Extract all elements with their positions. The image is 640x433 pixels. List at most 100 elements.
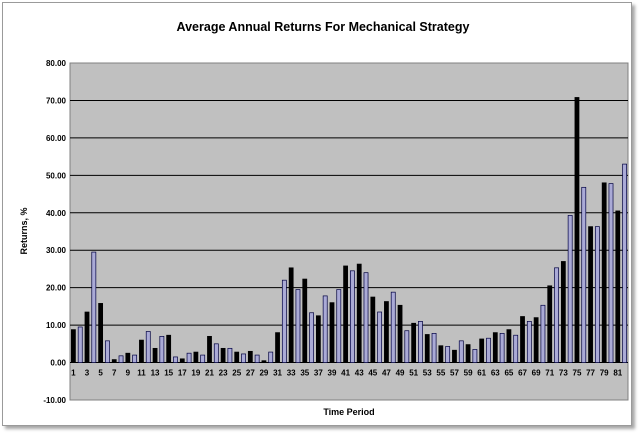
bar-period-43: [356, 263, 362, 363]
x-tick-label: 15: [164, 369, 173, 378]
y-tick-label: 30.00: [46, 246, 67, 255]
x-tick-label: 19: [191, 369, 200, 378]
x-tick-label: 41: [341, 369, 350, 378]
bar-period-1: [71, 329, 76, 363]
y-tick-label: 20.00: [46, 284, 67, 293]
x-tick-label: 79: [600, 369, 609, 378]
chart-title: Average Annual Returns For Mechanical St…: [177, 20, 470, 34]
y-tick-label: 80.00: [46, 59, 67, 68]
bar-period-33: [288, 267, 294, 363]
bar-period-51: [411, 322, 417, 363]
x-tick-label: 59: [464, 369, 473, 378]
x-tick-label: 47: [382, 369, 391, 378]
bar-period-46: [377, 311, 383, 363]
y-axis-title: Returns, %: [19, 207, 29, 254]
bar-period-74: [567, 215, 573, 363]
bar-period-49: [397, 304, 403, 363]
x-tick-label: 45: [368, 369, 377, 378]
chart: Average Annual Returns For Mechanical St…: [19, 20, 629, 417]
x-tick-label: 21: [205, 369, 214, 378]
x-tick-label: 73: [559, 369, 568, 378]
bar-period-45: [370, 296, 376, 363]
bar-period-57: [452, 349, 457, 363]
bar-period-63: [492, 332, 498, 363]
bar-period-47: [384, 301, 389, 363]
x-tick-label: 29: [259, 369, 268, 378]
y-tick-label: -10.00: [43, 396, 66, 405]
bar-period-66: [513, 334, 519, 363]
x-tick-label: 49: [396, 369, 405, 378]
bar-period-40: [336, 289, 342, 363]
x-tick-label: 27: [246, 369, 255, 378]
bar-period-15: [166, 334, 172, 363]
bar-period-16: [173, 356, 178, 363]
bar-period-3: [84, 311, 90, 363]
bar-period-44: [363, 272, 369, 363]
bar-period-27: [247, 350, 253, 363]
bar-period-2: [77, 326, 83, 363]
x-tick-label: 9: [126, 369, 131, 378]
bar-period-60: [472, 349, 478, 363]
x-tick-label: 13: [151, 369, 160, 378]
x-tick-label: 75: [573, 369, 582, 378]
x-tick-label: 55: [436, 369, 445, 378]
bar-period-62: [486, 337, 491, 363]
x-tick-label: 37: [314, 369, 323, 378]
bar-period-11: [139, 339, 144, 363]
x-tick-label: 67: [518, 369, 527, 378]
bar-period-61: [479, 338, 485, 363]
bar-period-77: [588, 226, 593, 363]
bars: [71, 97, 627, 363]
bar-period-39: [329, 302, 335, 363]
bar-period-5: [98, 303, 104, 363]
x-tick-label: 71: [545, 369, 554, 378]
x-tick-label: 39: [328, 369, 337, 378]
bar-period-22: [213, 343, 219, 363]
y-tick-label: 60.00: [46, 134, 67, 143]
bar-period-42: [350, 270, 355, 363]
x-tick-label: 63: [491, 369, 500, 378]
bar-period-68: [526, 321, 532, 363]
bar-period-59: [465, 344, 471, 363]
x-tick-label: 57: [450, 369, 459, 378]
x-tick-label: 69: [532, 369, 541, 378]
bar-period-24: [227, 347, 233, 363]
bar-period-31: [275, 332, 280, 363]
x-tick-label: 5: [98, 369, 103, 378]
bar-period-9: [125, 352, 131, 363]
bar-period-71: [547, 285, 553, 363]
x-tick-label: 11: [137, 369, 146, 378]
bar-period-76: [581, 186, 587, 363]
bar-period-7: [111, 359, 117, 363]
x-tick-label: 51: [409, 369, 418, 378]
bar-period-82: [622, 163, 627, 363]
bar-period-36: [309, 312, 314, 363]
x-tick-label: 53: [423, 369, 432, 378]
x-tick-label: 65: [504, 369, 513, 378]
y-tick-label: 0.00: [50, 359, 66, 368]
bar-period-35: [302, 278, 308, 363]
bar-period-78: [594, 226, 600, 363]
bar-period-29: [261, 360, 267, 363]
x-tick-label: 33: [287, 369, 296, 378]
chart-frame: Average Annual Returns For Mechanical St…: [2, 2, 632, 426]
x-tick-label: 3: [85, 369, 90, 378]
x-tick-label: 35: [300, 369, 309, 378]
bar-period-13: [152, 347, 158, 363]
x-tick-label: 17: [178, 369, 187, 378]
x-tick-label: 61: [477, 369, 486, 378]
x-tick-label: 77: [586, 369, 595, 378]
bar-period-58: [458, 340, 464, 363]
bar-period-20: [200, 354, 206, 363]
x-axis-title: Time Period: [323, 407, 374, 417]
x-tick-label: 7: [112, 369, 117, 378]
bar-period-37: [315, 315, 321, 363]
bar-period-81: [615, 210, 621, 363]
bar-period-23: [220, 347, 226, 363]
bar-period-10: [132, 354, 138, 363]
bar-period-54: [431, 333, 437, 363]
bar-period-6: [105, 340, 110, 363]
bar-period-73: [560, 261, 566, 363]
bar-period-72: [554, 267, 559, 363]
bar-period-79: [601, 182, 607, 363]
